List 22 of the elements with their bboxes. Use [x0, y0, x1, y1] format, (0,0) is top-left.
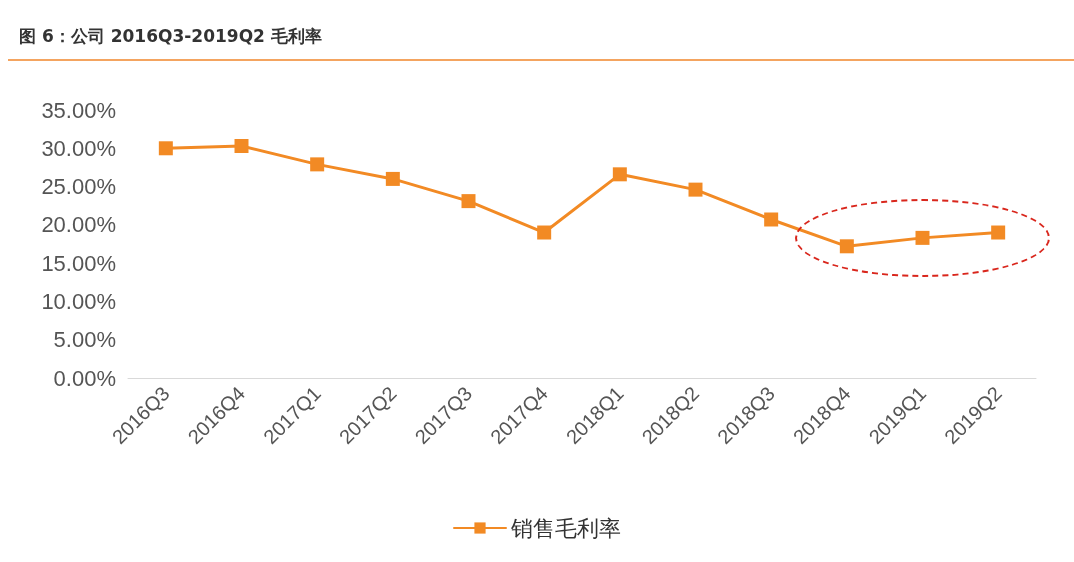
- point: [461, 194, 476, 209]
- point: [537, 225, 552, 240]
- y-tick-label: 35.00%: [41, 97, 116, 123]
- point: [612, 167, 627, 182]
- y-tick-label: 10.00%: [41, 288, 116, 314]
- y-tick-label: 25.00%: [41, 174, 116, 200]
- legend-label: 销售毛利率: [510, 515, 621, 541]
- y-tick-label: 5.00%: [53, 327, 116, 353]
- y-tick-label: 15.00%: [41, 250, 116, 276]
- y-tick-label: 30.00%: [41, 135, 116, 161]
- point: [158, 141, 173, 156]
- chart-title: 图 6：公司 2016Q3-2019Q2 毛利率: [19, 25, 322, 46]
- point: [385, 171, 400, 186]
- y-tick-label: 20.00%: [41, 212, 116, 238]
- point: [764, 212, 779, 227]
- point: [310, 157, 325, 172]
- point: [991, 225, 1006, 240]
- y-tick-label: 0.00%: [53, 365, 116, 391]
- point: [839, 239, 854, 254]
- point: [234, 138, 249, 153]
- point: [688, 182, 703, 197]
- point: [915, 230, 930, 245]
